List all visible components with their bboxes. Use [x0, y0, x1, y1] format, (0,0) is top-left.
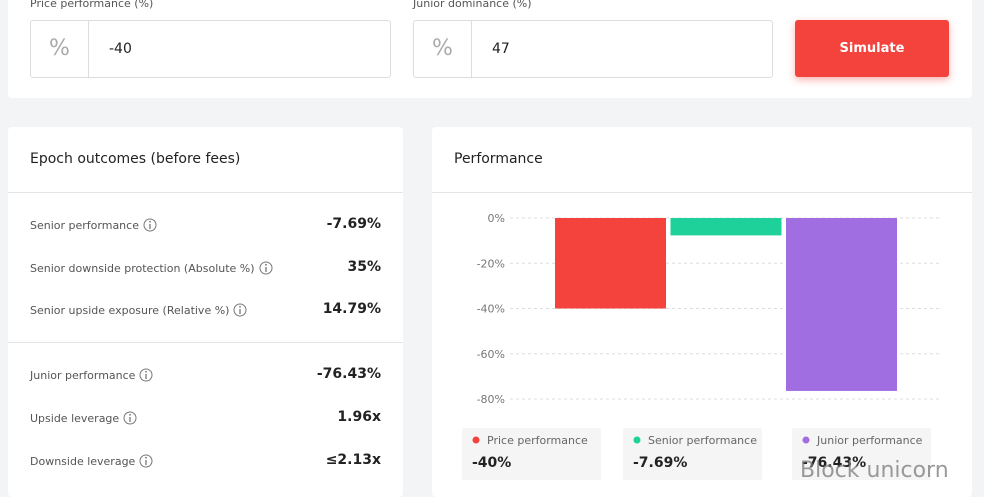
chart: 0% -20% -40% -60% -80% Price performance -40% S… [462, 212, 940, 480]
row-value: 35% [347, 259, 381, 275]
legend-name: Senior performance [648, 434, 757, 447]
row-value: 14.79% [322, 301, 381, 317]
info-dot [264, 263, 267, 266]
legend-value: -76.43% [802, 455, 866, 471]
y-tick-label: -80% [477, 393, 505, 406]
divider [8, 342, 403, 343]
legend-name: Price performance [487, 434, 588, 447]
info-dot [145, 456, 148, 459]
input-value: 47 [492, 41, 510, 57]
input-field[interactable]: % 47 [413, 20, 773, 78]
info-dot [129, 413, 132, 416]
row-label: Junior performance [30, 369, 136, 382]
y-tick-label: -40% [477, 303, 505, 316]
legend-name: Junior performance [816, 434, 923, 447]
row-label: Downside leverage [30, 455, 136, 468]
info-icon [259, 261, 273, 274]
row-value: 1.96x [337, 409, 381, 425]
input-value: -40 [109, 41, 132, 57]
info-dot [239, 305, 242, 308]
outcome-row: Senior performance -7.69% [30, 214, 381, 234]
card-title: Epoch outcomes (before fees) [30, 151, 241, 167]
input-unit: % [414, 21, 472, 77]
info-circle [139, 454, 153, 467]
info-circle [233, 303, 247, 316]
row-value: -7.69% [326, 216, 381, 232]
outcomes-card: Epoch outcomes (before fees) Senior perf… [8, 127, 403, 497]
legend-value: -7.69% [633, 455, 687, 471]
divider [432, 192, 972, 193]
y-tick-label: -20% [477, 257, 505, 270]
info-icon [143, 218, 157, 231]
row-label: Senior upside exposure (Relative %) [30, 304, 230, 317]
performance-card: Performance 0% -20% -40% -60% -80% Price perf… [432, 127, 972, 497]
outcome-row: Junior performance -76.43% [30, 364, 381, 384]
row-label: Senior downside protection (Absolute %) [30, 262, 255, 275]
legend-dot [802, 436, 810, 444]
info-circle [139, 368, 153, 381]
info-icon [233, 303, 247, 316]
legend-value: -40% [472, 455, 511, 471]
input-unit: % [31, 21, 89, 77]
outcome-row: Upside leverage 1.96x [30, 407, 381, 427]
info-circle [143, 218, 157, 231]
y-tick-label: 0% [488, 212, 505, 225]
watermark: Block unicorn [800, 458, 949, 483]
info-circle [123, 411, 137, 424]
input-field[interactable]: % -40 [30, 20, 391, 78]
page: Price performance (%) Junior dominance (… [8, 0, 972, 497]
row-label: Senior performance [30, 219, 139, 232]
info-icon [123, 411, 137, 424]
bar [555, 218, 666, 309]
info-icon [139, 368, 153, 381]
input-label: Junior dominance (%) [413, 0, 532, 10]
info-dot [145, 370, 148, 373]
bar [786, 218, 897, 391]
row-value: -76.43% [316, 366, 381, 382]
legend-dot [472, 436, 480, 444]
info-dot [149, 220, 151, 223]
info-circle [259, 261, 273, 274]
outcome-row: Senior upside exposure (Relative %) 14.79… [30, 299, 381, 319]
info-icon [139, 454, 153, 467]
outcome-row: Senior downside protection (Absolute %) 3… [30, 257, 381, 277]
outcome-row: Downside leverage ≤2.13x [30, 450, 381, 470]
row-label: Upside leverage [30, 412, 120, 425]
divider [8, 192, 403, 193]
bar [670, 218, 782, 236]
legend-box [792, 428, 931, 480]
legend-dot [633, 436, 641, 444]
legend-box [623, 428, 762, 480]
card-title: Performance [454, 151, 543, 167]
legend-box [462, 428, 601, 480]
simulate-button[interactable]: Simulate [795, 20, 949, 77]
row-value: ≤2.13x [325, 452, 381, 468]
y-tick-label: -60% [477, 348, 505, 361]
input-label: Price performance (%) [30, 0, 154, 10]
